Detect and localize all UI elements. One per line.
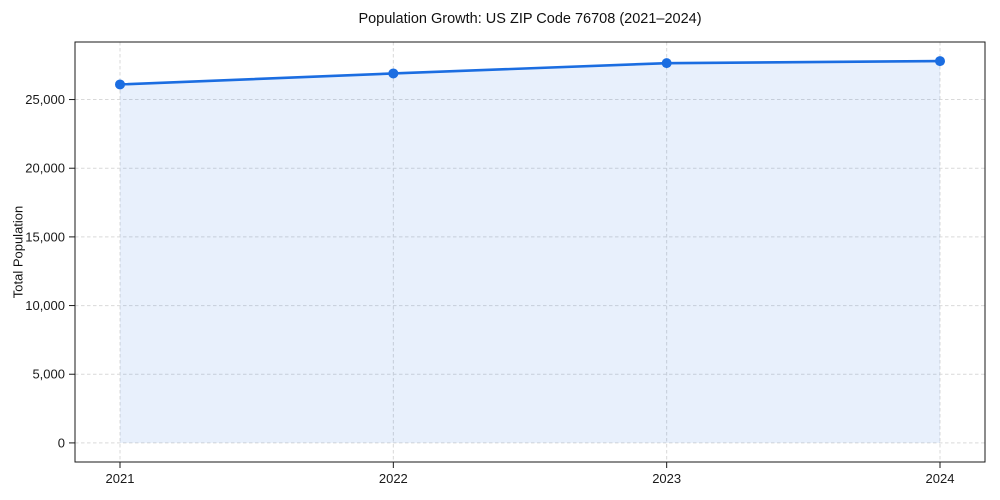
y-tick-label: 5,000 [32,367,65,382]
x-tick-label: 2024 [926,471,955,486]
y-tick-label: 0 [58,435,65,450]
data-point-marker [388,68,399,79]
y-tick-label: 15,000 [25,229,65,244]
y-tick-label: 10,000 [25,298,65,313]
chart-title: Population Growth: US ZIP Code 76708 (20… [358,11,702,27]
x-tick-label: 2023 [652,471,681,486]
data-point-marker [115,79,125,90]
y-tick-label: 25,000 [25,92,65,107]
plot-border [74,41,986,463]
data-line [118,59,942,86]
y-tick-label: 20,000 [25,161,65,176]
x-tick-label: 2021 [106,471,135,486]
data-point-marker [935,56,945,67]
data-point-marker [661,58,672,69]
x-tick-label: 2022 [379,471,408,486]
area-fill [120,61,940,443]
